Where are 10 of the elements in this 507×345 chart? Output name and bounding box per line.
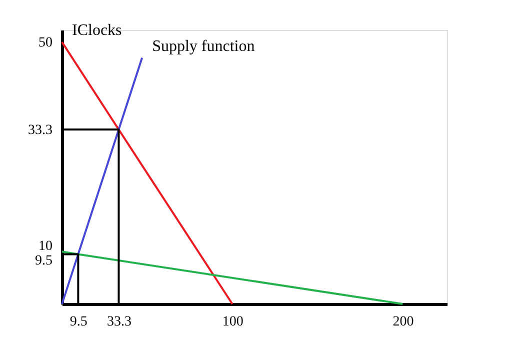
y-tick-label: 9.5 — [35, 254, 52, 269]
y-tick-label: 33.3 — [28, 123, 52, 138]
x-tick-label: 9.5 — [70, 314, 88, 330]
x-tick-label: 200 — [392, 314, 414, 330]
x-tick-label: 33.3 — [106, 314, 132, 330]
x-tick-label: 100 — [222, 314, 244, 330]
y-tick-label: 10 — [38, 239, 52, 254]
series-label: IClocks — [72, 22, 122, 40]
series-label: Supply function — [152, 38, 255, 55]
y-tick-label: 50 — [38, 36, 52, 51]
